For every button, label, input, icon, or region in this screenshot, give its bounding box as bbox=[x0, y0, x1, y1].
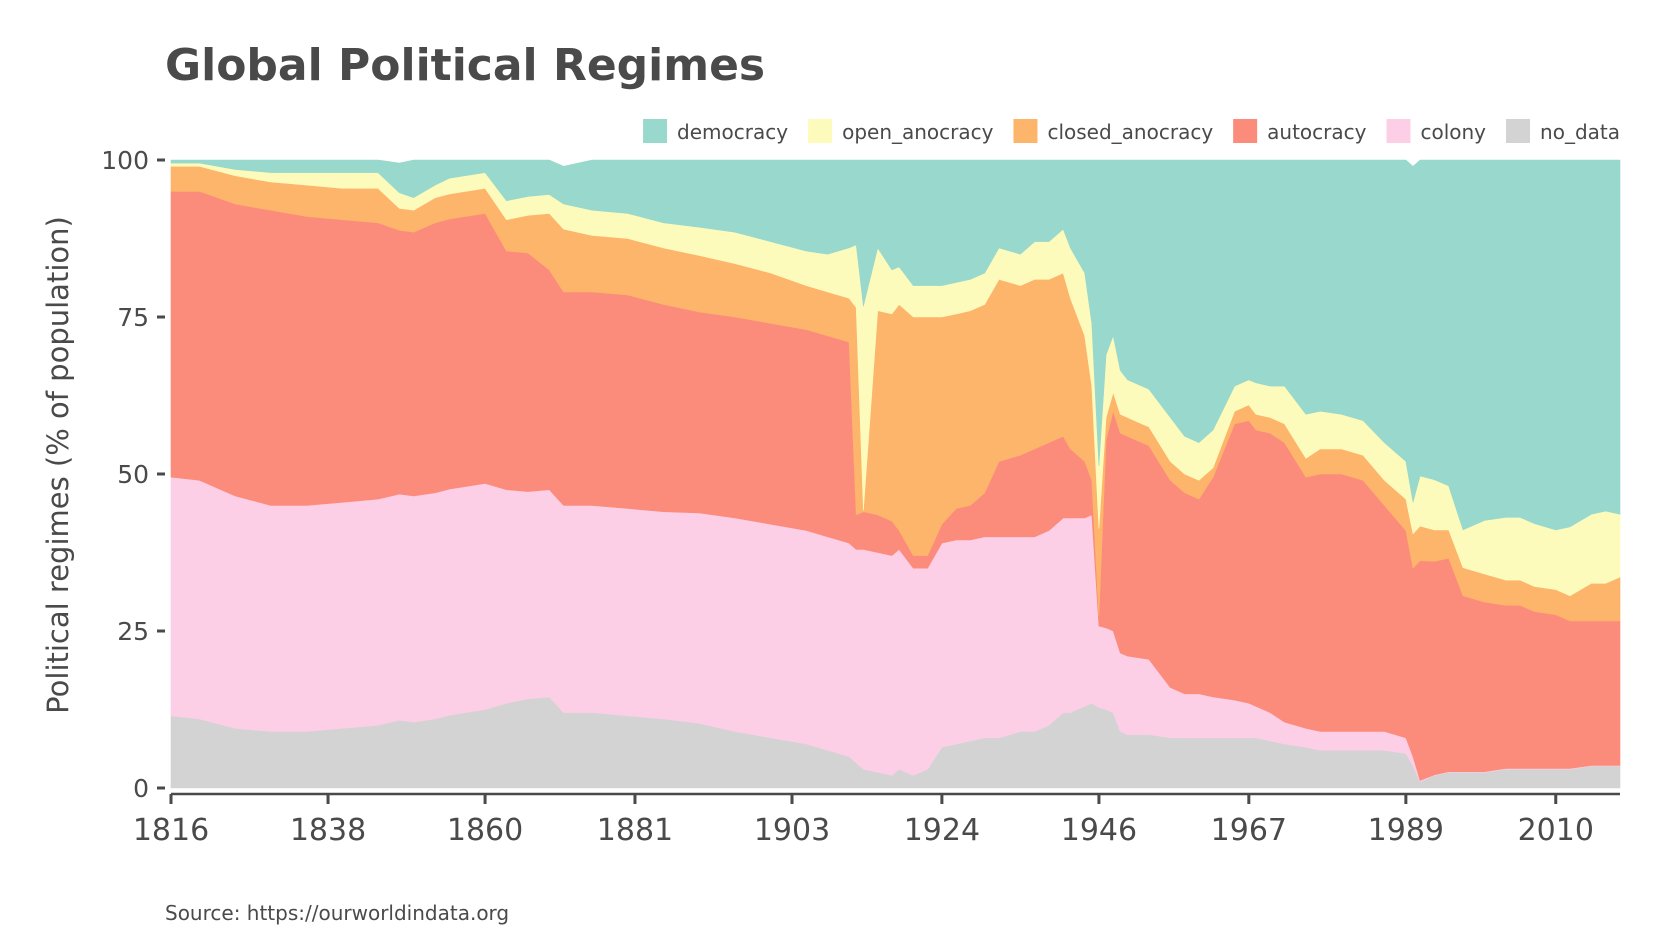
legend-label: autocracy bbox=[1267, 120, 1366, 144]
x-tick-label: 1967 bbox=[1211, 813, 1287, 848]
x-axis: 1816 1838 1860 1881 1903 1924 1946 1967 1989 2010 bbox=[133, 792, 1620, 848]
y-axis-label: Political regimes (% of population) bbox=[41, 216, 75, 714]
x-tick-label: 1816 bbox=[133, 813, 209, 848]
legend-label: no_data bbox=[1540, 120, 1620, 144]
source-note: Source: https://ourworldindata.org bbox=[165, 901, 509, 925]
y-axis: 0 25 50 75 100 bbox=[101, 146, 165, 803]
x-tick-label: 1860 bbox=[447, 813, 523, 848]
x-tick-label: 1838 bbox=[290, 813, 366, 848]
x-tick-label: 1946 bbox=[1061, 813, 1137, 848]
legend-item-closed-anocracy: closed_anocracy bbox=[1013, 119, 1213, 144]
legend: democracy open_anocracy closed_anocracy aut… bbox=[643, 119, 1620, 144]
x-tick-label: 1881 bbox=[597, 813, 673, 848]
legend-item-colony: colony bbox=[1386, 119, 1486, 144]
chart-title: Global Political Regimes bbox=[165, 40, 765, 91]
legend-label: open_anocracy bbox=[842, 120, 994, 144]
y-tick-label: 100 bbox=[101, 146, 149, 175]
x-tick-label: 2010 bbox=[1518, 813, 1594, 848]
legend-item-democracy: democracy bbox=[643, 119, 788, 144]
legend-swatch bbox=[1506, 119, 1531, 143]
x-tick-label: 1989 bbox=[1368, 813, 1444, 848]
legend-swatch bbox=[1013, 119, 1038, 143]
legend-swatch bbox=[808, 119, 833, 143]
legend-label: democracy bbox=[677, 120, 788, 144]
plot-area bbox=[170, 159, 1621, 789]
legend-swatch bbox=[643, 119, 668, 143]
legend-item-autocracy: autocracy bbox=[1233, 119, 1367, 144]
area-democracy bbox=[170, 159, 1621, 531]
x-tick-label: 1903 bbox=[754, 813, 830, 848]
legend-swatch bbox=[1233, 119, 1258, 143]
y-tick-label: 25 bbox=[117, 617, 149, 646]
legend-label: closed_anocracy bbox=[1047, 120, 1213, 144]
x-tick-label: 1924 bbox=[904, 813, 980, 848]
y-tick-label: 0 bbox=[133, 774, 149, 803]
legend-swatch bbox=[1386, 119, 1411, 143]
legend-item-open-anocracy: open_anocracy bbox=[808, 119, 994, 144]
y-tick-label: 50 bbox=[117, 460, 149, 489]
legend-item-no-data: no_data bbox=[1506, 119, 1620, 144]
y-tick-label: 75 bbox=[117, 303, 149, 332]
legend-label: colony bbox=[1420, 120, 1486, 144]
